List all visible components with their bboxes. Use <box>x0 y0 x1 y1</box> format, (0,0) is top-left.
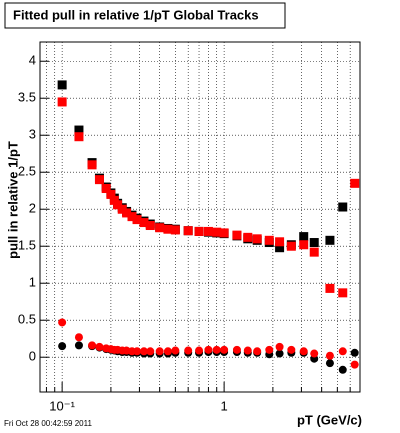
circle-marker <box>350 348 359 357</box>
square-marker <box>139 218 149 228</box>
circle-marker <box>299 347 308 356</box>
square-marker <box>309 238 319 248</box>
square-marker <box>325 283 335 293</box>
y-tick-label: 2.5 <box>18 164 36 179</box>
circle-marker <box>155 347 164 356</box>
square-marker <box>219 228 229 238</box>
chart-title: Fitted pull in relative 1/pT Global Trac… <box>13 7 259 22</box>
square-marker <box>275 243 285 253</box>
circle-marker <box>243 346 252 355</box>
square-marker <box>203 226 213 236</box>
square-marker <box>243 232 253 242</box>
square-marker <box>325 235 335 245</box>
circle-marker <box>204 345 213 354</box>
footer-date: Fri Oct 28 00:42:59 2011 <box>4 419 92 428</box>
circle-marker <box>163 347 172 356</box>
x-tick-label: 10⁻¹ <box>49 398 75 413</box>
square-marker <box>299 240 309 250</box>
y-tick-label: 1 <box>29 275 36 290</box>
y-tick-label: 3 <box>29 127 36 142</box>
square-marker <box>74 132 84 142</box>
circle-marker <box>171 346 180 355</box>
circle-marker <box>275 349 284 358</box>
y-tick-label: 2 <box>29 201 36 216</box>
square-marker <box>163 224 173 234</box>
y-tick-label: 0 <box>29 349 36 364</box>
square-marker <box>338 288 348 298</box>
square-marker <box>145 221 155 231</box>
square-marker <box>286 241 296 251</box>
circle-marker <box>74 333 83 342</box>
square-marker <box>155 223 165 233</box>
circle-marker <box>220 345 229 354</box>
circle-marker <box>310 349 319 358</box>
circle-marker <box>212 345 221 354</box>
x-axis-label: pT (GeV/c) <box>297 412 362 427</box>
square-marker <box>275 237 285 247</box>
square-marker <box>57 80 67 90</box>
circle-marker <box>265 345 274 354</box>
square-marker <box>113 200 123 210</box>
y-axis-label: pull in relative 1/pT <box>5 141 20 259</box>
square-marker <box>183 226 193 236</box>
circle-marker <box>95 342 104 351</box>
circle-marker <box>325 351 334 360</box>
square-marker <box>94 175 104 185</box>
square-marker <box>309 247 319 257</box>
square-marker <box>252 234 262 244</box>
square-marker <box>101 184 111 194</box>
square-marker <box>170 225 180 235</box>
circle-marker <box>195 346 204 355</box>
y-tick-label: 1.5 <box>18 238 36 253</box>
title-box <box>4 2 286 29</box>
circle-marker <box>275 342 284 351</box>
circle-marker <box>58 318 67 327</box>
circle-marker <box>338 365 347 374</box>
circle-marker <box>287 345 296 354</box>
square-marker <box>74 125 84 135</box>
square-marker <box>264 235 274 245</box>
circle-marker <box>139 347 148 356</box>
circle-marker <box>253 347 262 356</box>
square-marker <box>106 189 116 199</box>
square-marker <box>194 226 204 236</box>
circle-marker <box>232 345 241 354</box>
circle-marker <box>146 347 155 356</box>
square-marker <box>127 212 137 222</box>
circle-marker <box>133 347 142 356</box>
circle-marker <box>184 346 193 355</box>
circle-marker <box>338 347 347 356</box>
circle-marker <box>58 342 67 351</box>
square-marker <box>232 230 242 240</box>
circle-marker <box>350 360 359 369</box>
y-tick-label: 4 <box>29 53 36 68</box>
square-marker <box>212 227 222 237</box>
circle-marker <box>325 359 334 368</box>
square-marker <box>338 202 348 212</box>
y-tick-label: 3.5 <box>18 90 36 105</box>
y-tick-label: 0.5 <box>18 312 36 327</box>
x-tick-label: 1 <box>221 398 228 413</box>
square-marker <box>57 97 67 107</box>
square-marker <box>122 208 132 218</box>
plot-frame <box>39 41 361 393</box>
square-marker <box>87 160 97 170</box>
circle-marker <box>88 341 97 350</box>
square-marker <box>350 178 360 188</box>
square-marker <box>132 215 142 225</box>
square-marker <box>299 232 309 242</box>
circle-marker <box>74 341 83 350</box>
